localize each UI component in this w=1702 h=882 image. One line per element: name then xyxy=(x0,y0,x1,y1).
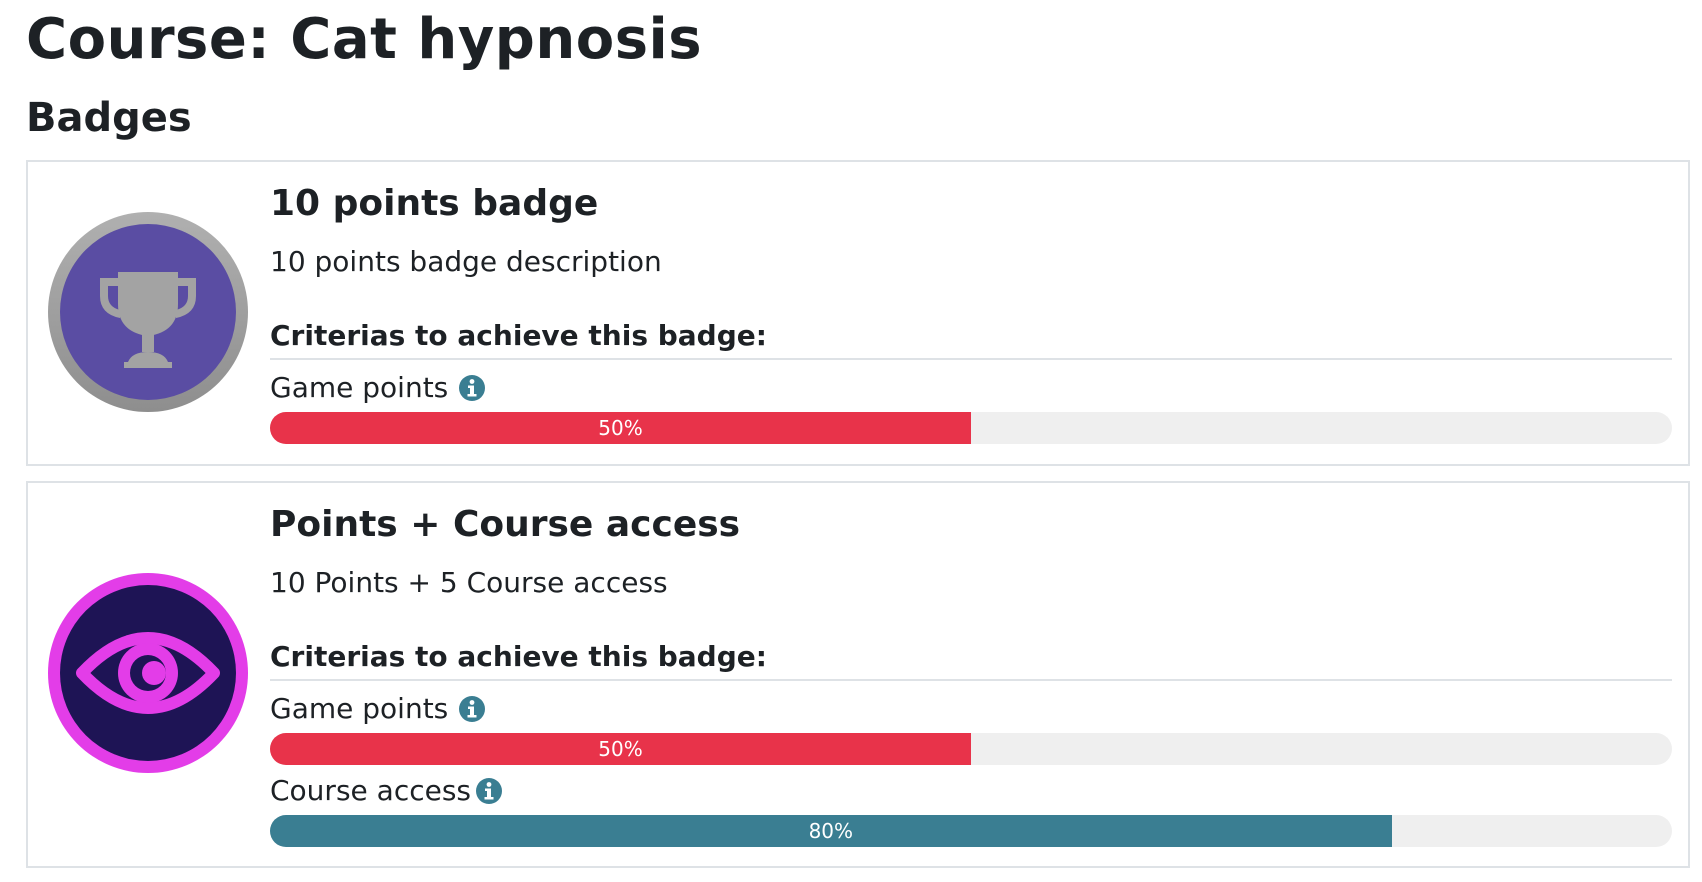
progress-fill: 80% xyxy=(270,815,1392,847)
progress-bar-game-points: 50% xyxy=(270,733,1672,765)
badge-card: Points + Course access 10 Points + 5 Cou… xyxy=(26,481,1690,868)
badge-name: 10 points badge xyxy=(270,183,599,224)
info-icon[interactable] xyxy=(475,777,503,805)
trophy-badge-image xyxy=(48,212,248,412)
badge-description: 10 Points + 5 Course access xyxy=(270,566,668,599)
criterion-game-points: Game points xyxy=(270,689,486,729)
badge-card: 10 points badge 10 points badge descript… xyxy=(26,160,1690,466)
criterion-label: Course access xyxy=(270,774,472,807)
badge-description: 10 points badge description xyxy=(270,245,662,278)
info-icon[interactable] xyxy=(458,695,486,723)
badge-name: Points + Course access xyxy=(270,504,741,545)
criterion-course-access: Course access xyxy=(270,771,503,811)
criterion-game-points: Game points xyxy=(270,368,486,408)
eye-icon xyxy=(48,573,248,773)
info-icon[interactable] xyxy=(458,374,486,402)
criteria-heading: Criterias to achieve this badge: xyxy=(270,316,1672,360)
progress-fill: 50% xyxy=(270,733,971,765)
criterion-label: Game points xyxy=(270,371,449,404)
trophy-icon xyxy=(48,212,248,412)
eye-badge-image xyxy=(48,573,248,773)
page-title: Course: Cat hypnosis xyxy=(26,7,703,72)
progress-fill: 50% xyxy=(270,412,971,444)
criteria-heading: Criterias to achieve this badge: xyxy=(270,637,1672,681)
progress-bar-course-access: 80% xyxy=(270,815,1672,847)
criterion-label: Game points xyxy=(270,692,449,725)
section-title-badges: Badges xyxy=(26,95,192,141)
progress-bar-game-points: 50% xyxy=(270,412,1672,444)
